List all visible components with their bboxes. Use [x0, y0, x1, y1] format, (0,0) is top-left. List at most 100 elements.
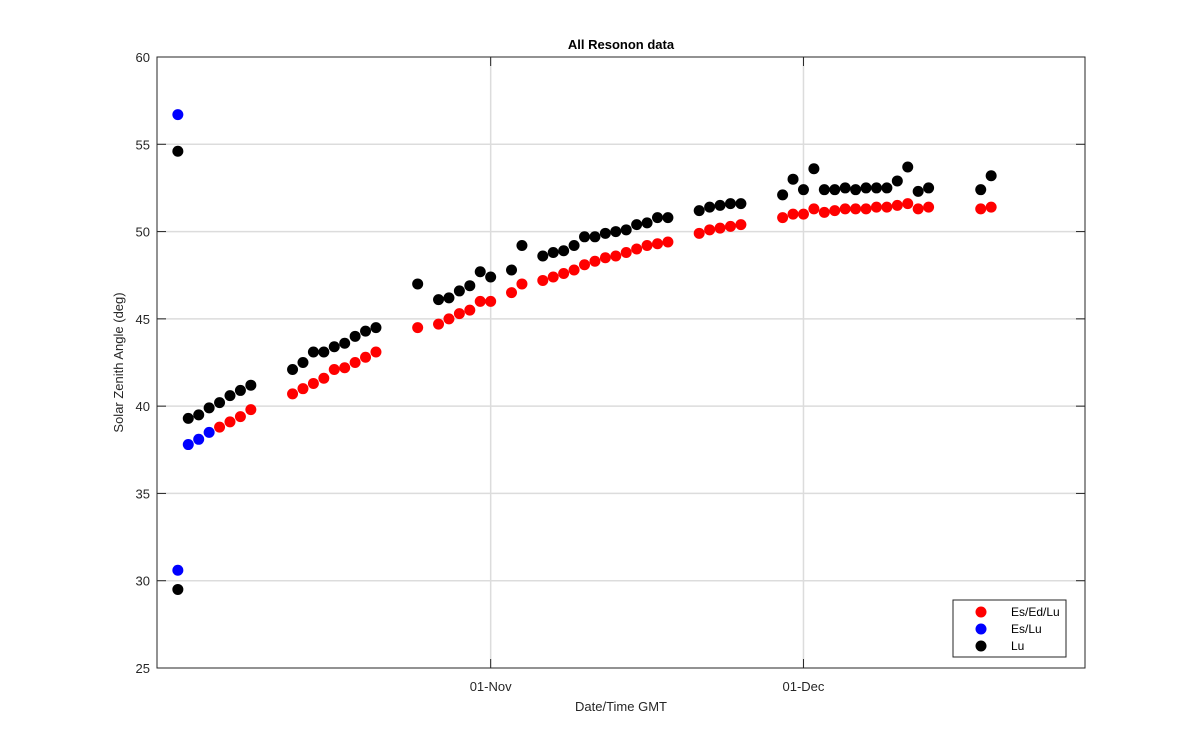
data-point: [818, 184, 830, 196]
data-point: [558, 245, 570, 257]
y-tick-label: 60: [136, 50, 150, 65]
data-point: [172, 109, 184, 121]
data-point: [234, 411, 246, 423]
data-point: [193, 433, 205, 445]
data-point: [735, 219, 747, 231]
data-point: [328, 341, 340, 353]
data-point: [693, 227, 705, 239]
data-point: [881, 201, 893, 213]
data-point: [829, 184, 841, 196]
data-point: [412, 322, 424, 334]
data-point: [839, 182, 851, 194]
data-point: [881, 182, 893, 194]
data-point: [641, 217, 653, 229]
data-point: [839, 203, 851, 215]
data-point: [735, 198, 747, 210]
data-point: [537, 250, 549, 262]
data-point: [797, 184, 809, 196]
data-point: [297, 383, 309, 395]
grid-lines: [157, 57, 1085, 668]
data-point: [203, 402, 215, 414]
data-point: [433, 294, 445, 306]
data-point: [589, 231, 601, 243]
data-point: [485, 271, 497, 283]
data-point: [558, 267, 570, 279]
data-point: [912, 203, 924, 215]
y-tick-label: 30: [136, 574, 150, 589]
data-point: [182, 412, 194, 424]
data-point: [370, 322, 382, 334]
data-point: [662, 236, 674, 248]
data-point: [214, 421, 226, 433]
data-point: [975, 184, 987, 196]
data-point: [808, 203, 820, 215]
data-point: [651, 238, 663, 250]
data-point: [370, 346, 382, 358]
data-point: [693, 205, 705, 217]
data-point: [203, 426, 215, 438]
plot-area: [157, 57, 1085, 668]
axes-box: [156, 56, 1086, 669]
x-tick-label: 01-Nov: [470, 679, 512, 694]
data-point: [297, 357, 309, 368]
data-point: [182, 439, 194, 451]
data-point: [318, 372, 330, 384]
data-point: [485, 295, 497, 307]
data-point: [307, 346, 319, 358]
data-point: [902, 198, 914, 210]
data-point: [631, 243, 643, 255]
data-point: [902, 161, 914, 173]
data-point: [818, 206, 830, 218]
data-point: [568, 264, 580, 276]
data-point: [234, 384, 246, 396]
data-point: [568, 240, 580, 252]
legend-entry: Es/Lu: [1011, 622, 1042, 636]
data-point: [245, 404, 257, 416]
legend: Es/Ed/Lu Es/Lu Lu: [952, 599, 1067, 658]
y-axis-label: Solar Zenith Angle (deg): [111, 292, 126, 432]
data-point: [464, 304, 476, 316]
data-point: [193, 409, 205, 421]
y-tick-label: 45: [136, 312, 150, 327]
data-point: [579, 259, 591, 271]
data-point: [172, 564, 184, 576]
data-point: [704, 201, 716, 213]
data-point: [641, 240, 653, 252]
data-point: [912, 185, 924, 197]
data-point: [318, 346, 330, 358]
data-point: [172, 145, 184, 157]
data-point: [787, 173, 799, 185]
legend-marker: [975, 623, 987, 635]
data-point: [453, 285, 465, 297]
data-point: [349, 357, 361, 368]
data-point: [714, 222, 726, 234]
y-tick-label: 40: [136, 399, 150, 414]
y-tick-label: 55: [136, 137, 150, 152]
data-point: [516, 240, 528, 252]
series-es-lu: [172, 109, 215, 576]
data-points: [172, 109, 997, 595]
data-point: [651, 212, 663, 224]
data-point: [547, 247, 559, 259]
data-point: [850, 184, 862, 196]
data-point: [537, 274, 549, 286]
data-point: [172, 583, 184, 595]
data-point: [870, 182, 882, 194]
legend-marker: [975, 606, 987, 618]
x-tick-label: 01-Dec: [783, 679, 825, 694]
data-point: [610, 226, 622, 238]
legend-marker: [975, 640, 987, 652]
series-es-ed-lu: [214, 198, 997, 433]
data-point: [589, 255, 601, 267]
data-point: [985, 170, 997, 182]
data-point: [610, 250, 622, 262]
data-point: [464, 280, 476, 292]
data-point: [474, 295, 486, 307]
data-point: [287, 388, 299, 400]
data-point: [579, 231, 591, 243]
data-point: [923, 201, 935, 213]
data-point: [287, 363, 299, 375]
data-point: [860, 203, 872, 215]
data-point: [777, 212, 789, 224]
